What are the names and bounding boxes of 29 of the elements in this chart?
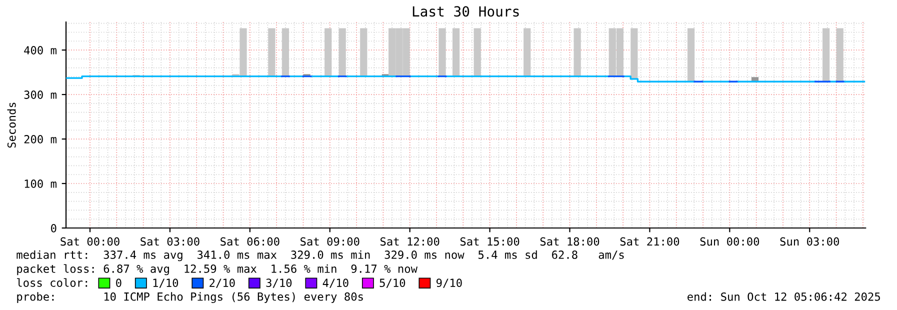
text: probe: 10 ICMP Echo Pings (56 Bytes) every 80s bbox=[17, 292, 363, 304]
legend-label: 2/10 bbox=[210, 278, 235, 288]
legend-label: 5/10 bbox=[380, 278, 406, 288]
x-tick-label: Sat 15:00 bbox=[460, 237, 520, 246]
y-tick-label: 200 m bbox=[24, 135, 56, 144]
legend-label: 3/10 bbox=[266, 278, 292, 288]
x-tick-label: Sat 18:00 bbox=[540, 237, 600, 246]
text: end: Sun Oct 12 05:06:42 2025 bbox=[688, 292, 880, 301]
y-tick-label: 300 m bbox=[24, 90, 56, 99]
text: packet loss: 6.87 % avg 12.59 % max 1.56 % min 9.17 % now bbox=[17, 264, 418, 276]
x-tick-label: Sun 03:00 bbox=[780, 237, 840, 246]
legend-label: 9/10 bbox=[436, 278, 462, 288]
x-tick-label: Sat 09:00 bbox=[300, 237, 360, 246]
legend-title: loss color: bbox=[17, 278, 88, 287]
x-tick-label: Sun 00:00 bbox=[700, 237, 760, 246]
legend-label: 4/10 bbox=[322, 278, 348, 288]
y-axis-title: Seconds bbox=[7, 102, 16, 148]
chart-title: Last 30 Hours bbox=[412, 6, 519, 17]
x-tick-label: Sat 03:00 bbox=[140, 237, 200, 246]
text: median rtt: 337.4 ms avg 341.0 ms max 329.0 ms min 329.0 ms now 5.4 ms sd 62.8 am/s bbox=[16, 250, 624, 262]
legend-label: 1/10 bbox=[153, 278, 178, 288]
x-tick-label: Sat 12:00 bbox=[380, 237, 440, 246]
y-tick-label: 400 m bbox=[24, 46, 56, 54]
x-tick-label: Sat 21:00 bbox=[620, 237, 680, 246]
y-tick-label: 0 bbox=[51, 224, 56, 232]
legend-label: 0 bbox=[116, 278, 122, 288]
x-tick-label: Sat 06:00 bbox=[220, 237, 280, 246]
y-tick-label: 100 m bbox=[24, 180, 56, 188]
x-tick-label: Sat 00:00 bbox=[60, 237, 120, 246]
